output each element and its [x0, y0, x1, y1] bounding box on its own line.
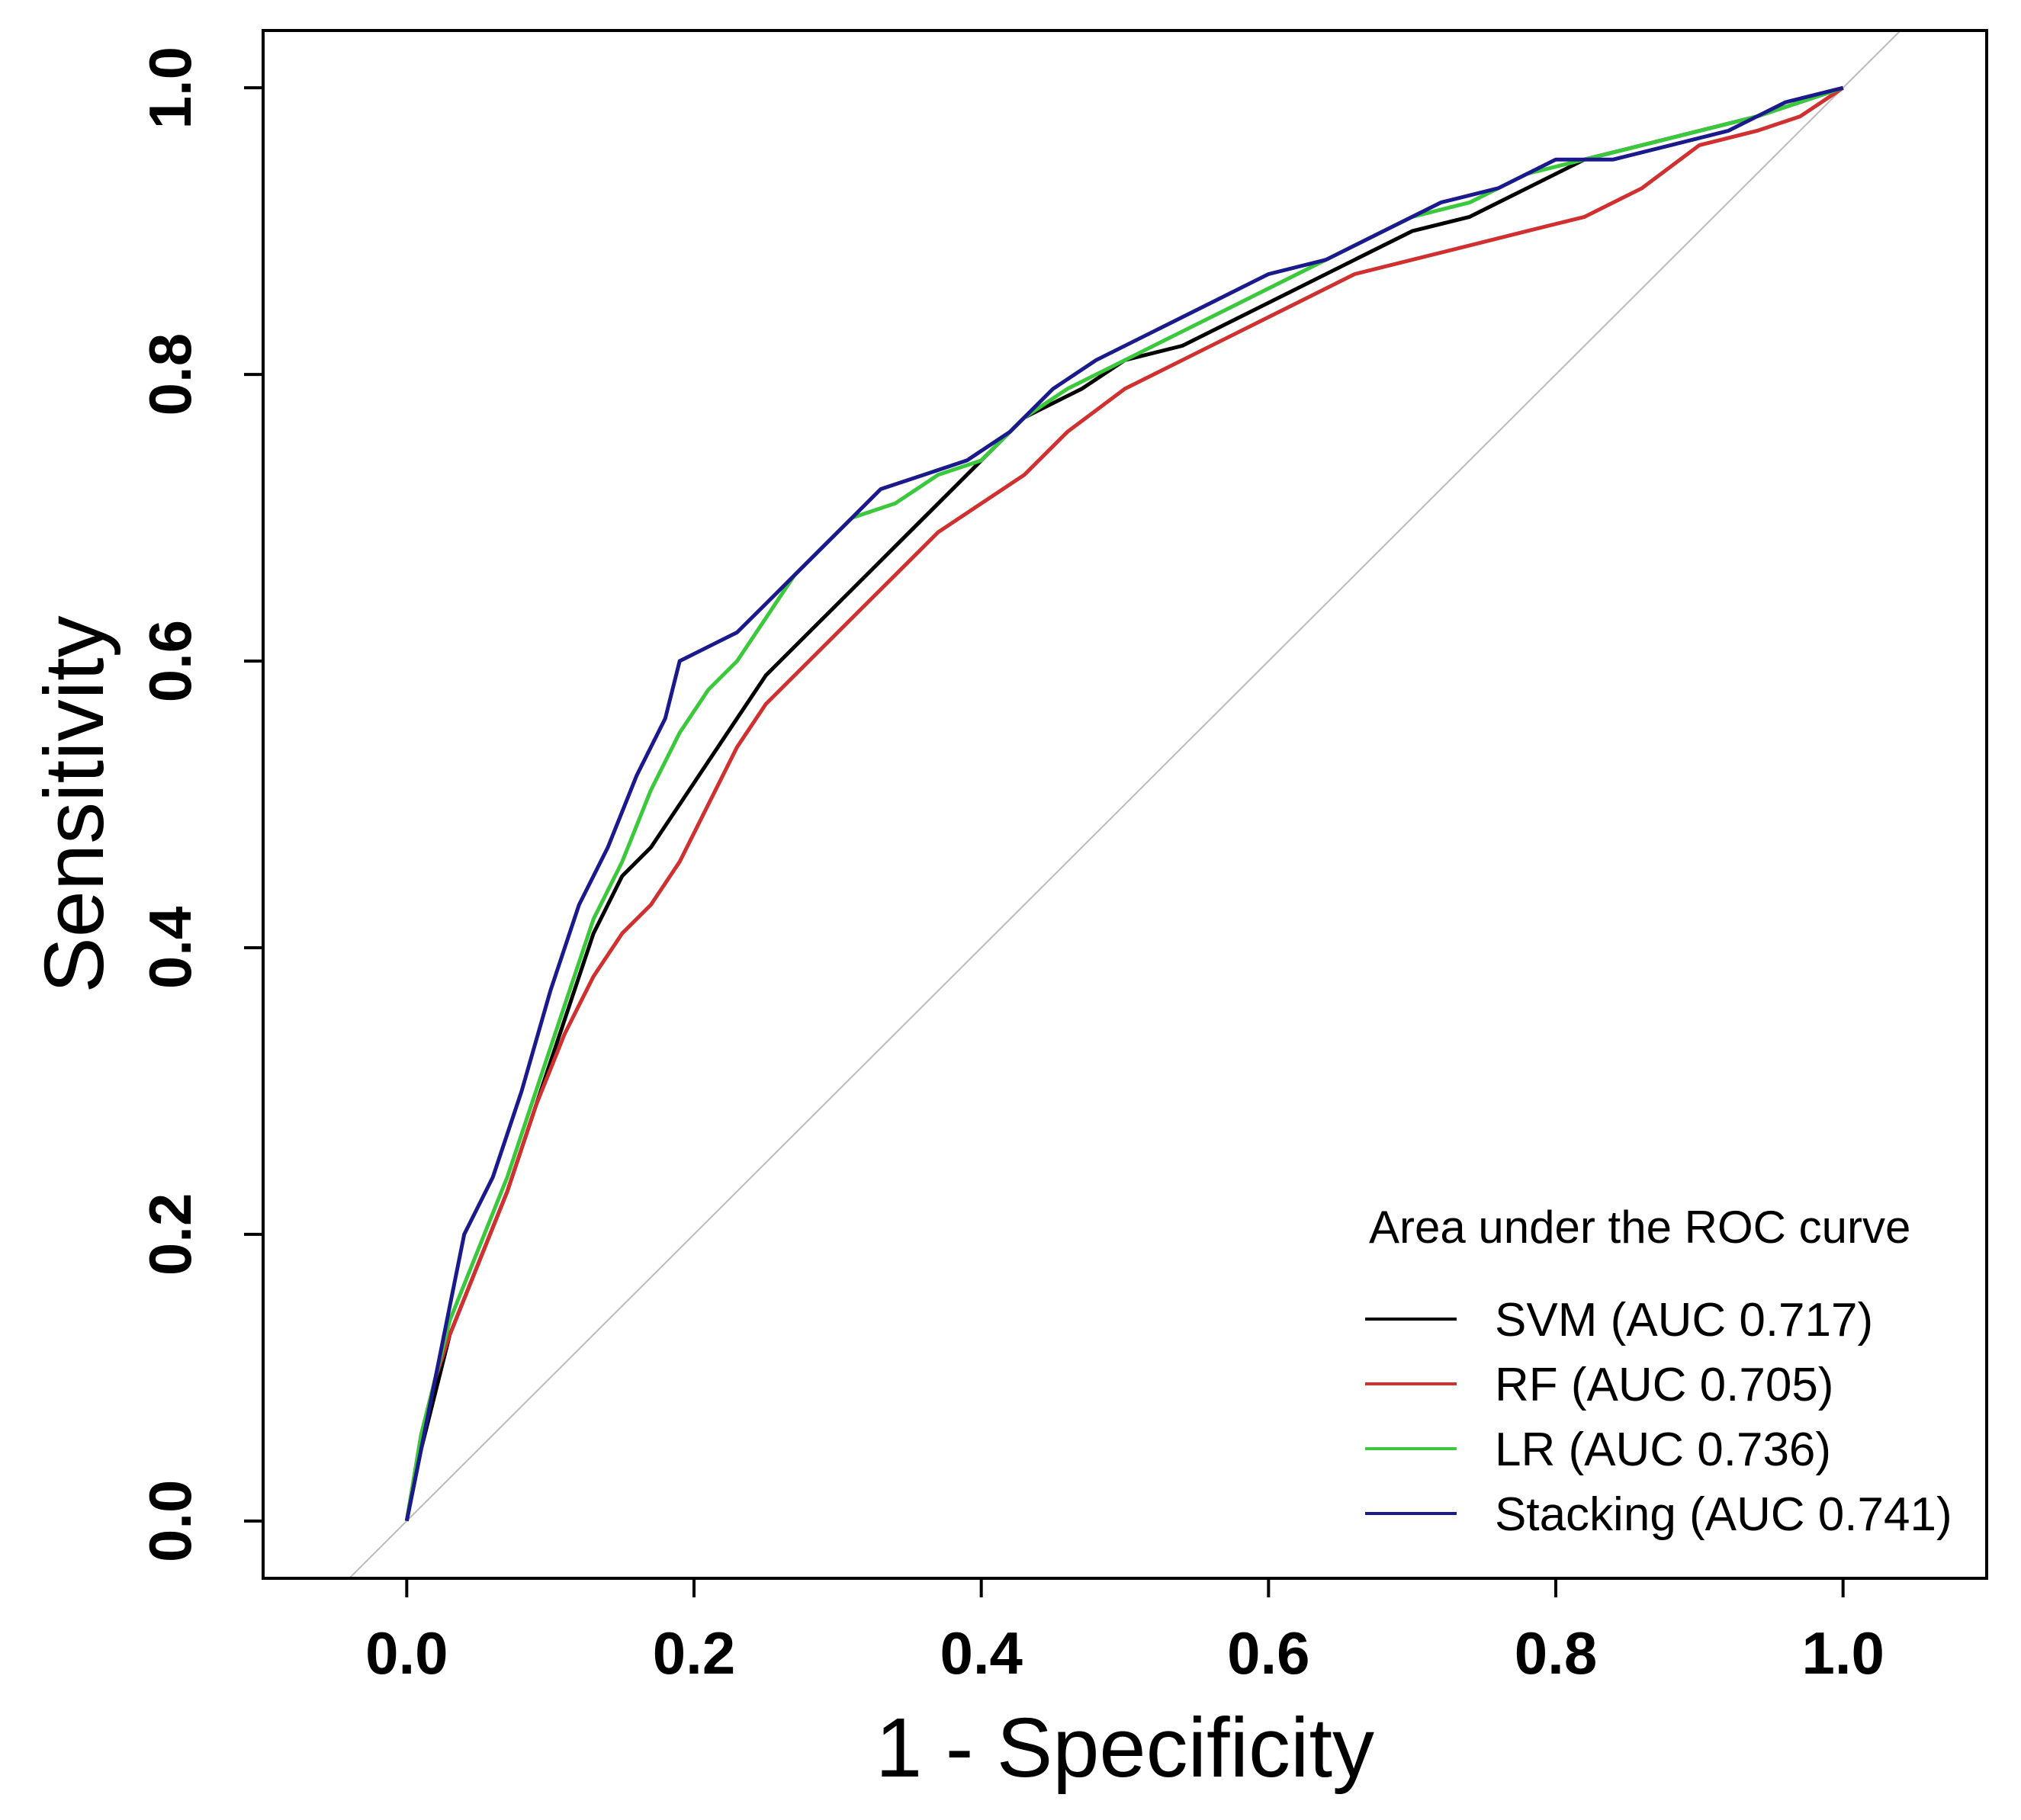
x-axis-title: 1 - Specificity [876, 1701, 1374, 1795]
legend-label-stacking: Stacking (AUC 0.741) [1495, 1488, 1952, 1541]
x-tick-label: 0.8 [1515, 1619, 1597, 1687]
y-tick-label: 0.4 [137, 907, 204, 989]
y-axis: 0.0 0.2 0.4 0.6 0.8 1.0 [137, 47, 263, 1562]
series-line-rf [404, 86, 1845, 1522]
x-tick-label: 0.0 [365, 1619, 448, 1687]
x-tick-label: 1.0 [1801, 1619, 1884, 1687]
y-tick-label: 0.0 [137, 1480, 204, 1562]
y-tick-label: 1.0 [137, 47, 204, 129]
legend: Area under the ROC curve SVM (AUC 0.717)… [1365, 1202, 1952, 1541]
y-tick-label: 0.2 [137, 1193, 204, 1276]
x-tick-label: 0.6 [1227, 1619, 1309, 1687]
x-tick-label: 0.4 [940, 1619, 1022, 1687]
legend-label-lr: LR (AUC 0.736) [1495, 1424, 1831, 1476]
y-tick-label: 0.8 [137, 333, 204, 416]
legend-label-svm: SVM (AUC 0.717) [1495, 1294, 1873, 1347]
y-tick-label: 0.6 [137, 620, 204, 702]
series-line-stacking [404, 85, 1844, 1522]
legend-title: Area under the ROC curve [1369, 1202, 1910, 1253]
x-tick-label: 0.2 [653, 1619, 735, 1687]
legend-label-rf: RF (AUC 0.705) [1495, 1359, 1833, 1411]
x-axis: 0.0 0.2 0.4 0.6 0.8 1.0 [365, 1577, 1884, 1687]
y-axis-title: Sensitivity [27, 615, 121, 993]
reference-diagonal [348, 30, 1902, 1578]
